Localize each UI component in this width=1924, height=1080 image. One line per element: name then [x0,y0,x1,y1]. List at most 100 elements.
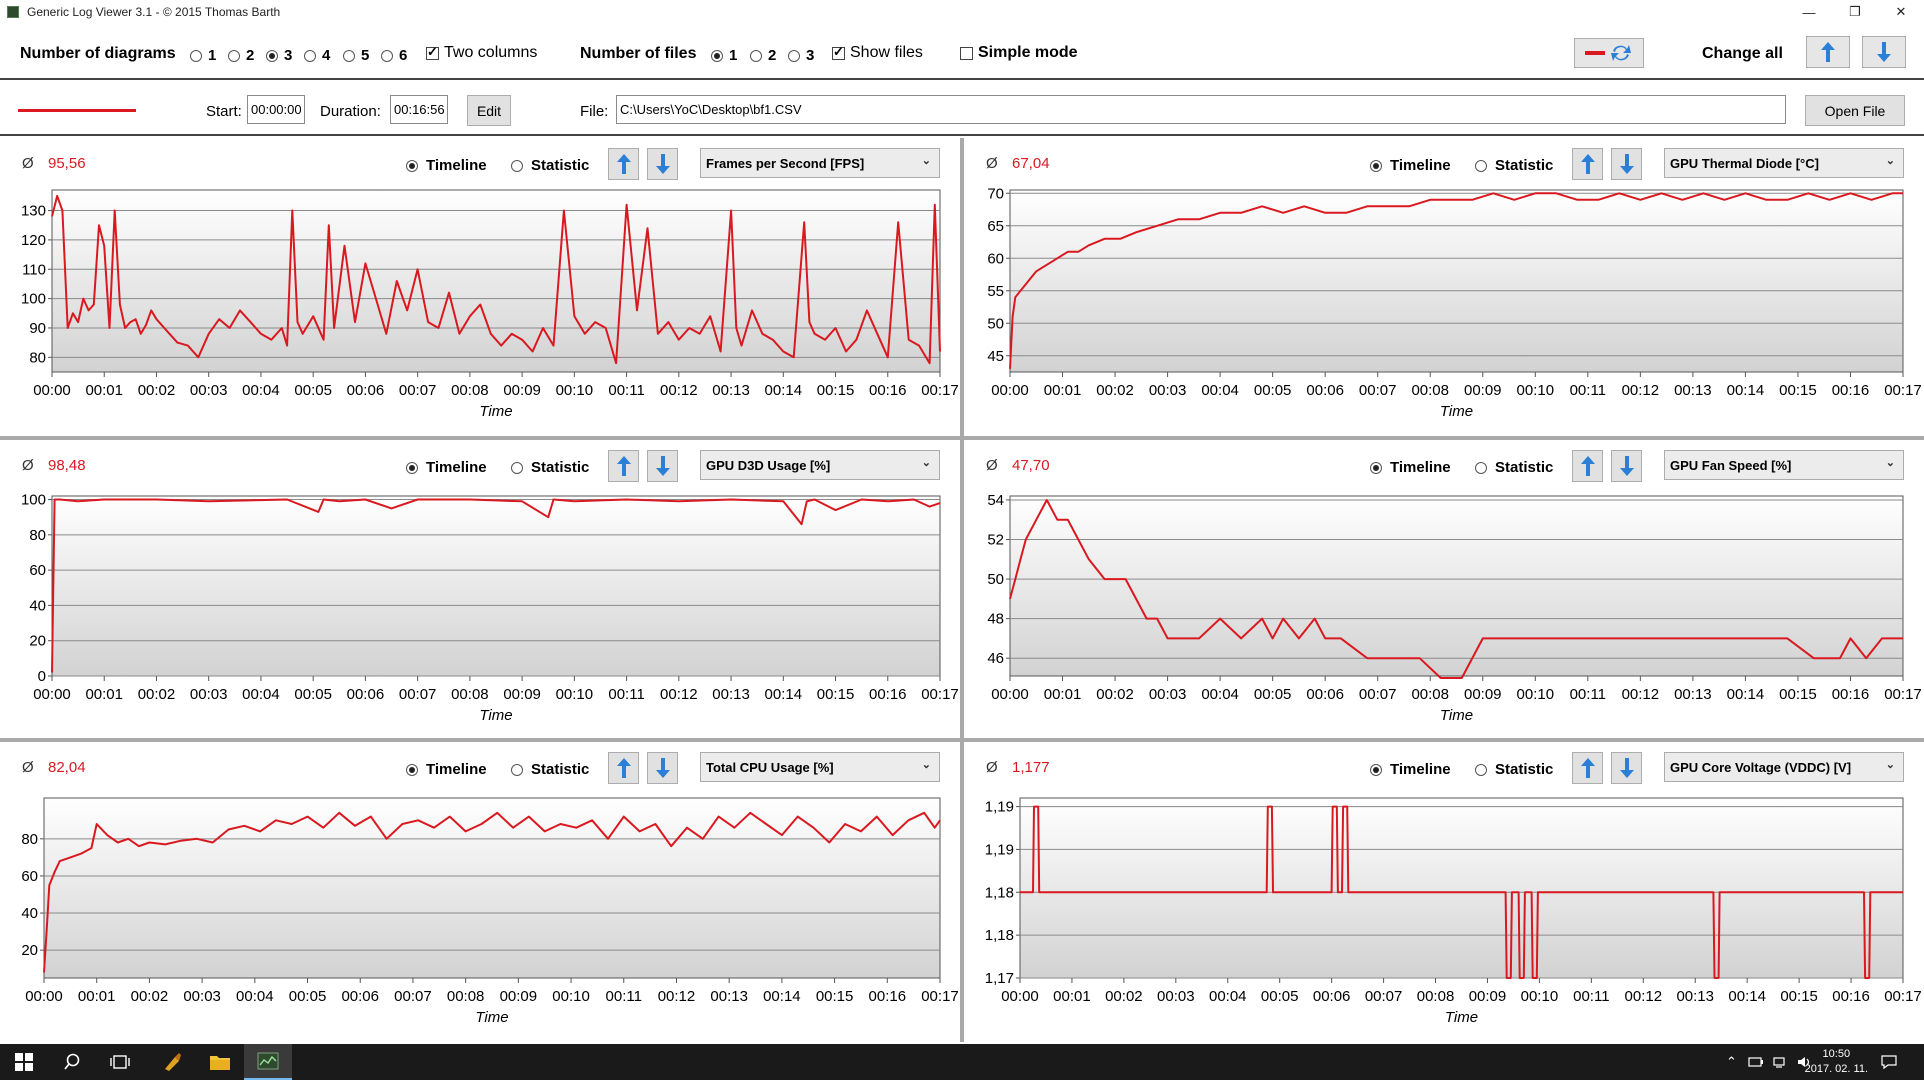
average-symbol: Ø [22,759,34,776]
move-diagram-up-button[interactable] [608,450,639,482]
timeline-radio[interactable]: Timeline [406,761,487,778]
move-diagram-up-button[interactable] [608,148,639,180]
timeline-radio[interactable]: Timeline [1370,157,1451,174]
arrow-down-icon [655,456,670,476]
show-files-checkbox[interactable]: Show files [832,44,923,62]
arrow-down-icon [1619,154,1634,174]
average-symbol: Ø [22,155,34,172]
statistic-radio[interactable]: Statistic [1475,157,1553,174]
diagrams-radio-3[interactable]: 3 [266,47,292,64]
radio-dot-selected [711,49,723,62]
battery-icon[interactable] [1748,1055,1764,1069]
taskbar-file-explorer[interactable] [196,1044,244,1080]
sensor-select-value: GPU D3D Usage [%] [706,458,831,473]
clock-time: 10:50 [1822,1048,1851,1060]
taskbar-app-tool[interactable] [148,1044,196,1080]
move-diagram-down-button[interactable] [647,148,678,180]
task-view-button[interactable] [96,1044,144,1080]
sensor-select[interactable]: GPU D3D Usage [%] ⌄ [700,450,940,480]
average-symbol: Ø [986,759,998,776]
radio-dot [190,49,202,62]
simple-mode-checkbox[interactable]: Simple mode [960,44,1078,62]
duration-input[interactable]: 00:16:56 [390,95,448,124]
arrow-up-icon [1580,154,1595,174]
chevron-down-icon: ⌄ [1885,759,1895,771]
sensor-select[interactable]: GPU Fan Speed [%] ⌄ [1664,450,1904,480]
files-radio-3[interactable]: 3 [788,47,814,64]
arrow-down-icon [1619,456,1634,476]
files-radio-1[interactable]: 1 [711,47,737,64]
move-diagram-down-button[interactable] [647,450,678,482]
arrow-up-icon [616,154,631,174]
average-value: 98,48 [48,457,86,474]
change-all-down-button[interactable] [1862,36,1906,68]
restore-button[interactable]: ❐ [1849,4,1861,19]
diagrams-radio-6[interactable]: 6 [381,47,407,64]
volume-icon[interactable] [1796,1055,1812,1069]
sensor-select[interactable]: GPU Thermal Diode [°C] ⌄ [1664,148,1904,178]
move-diagram-down-button[interactable] [1611,148,1642,180]
start-input[interactable]: 00:00:00 [247,95,305,124]
statistic-radio[interactable]: Statistic [511,157,589,174]
search-button[interactable] [48,1044,96,1080]
move-diagram-up-button[interactable] [1572,148,1603,180]
minimize-button[interactable]: — [1802,4,1816,20]
change-all-up-button[interactable] [1806,36,1850,68]
radio-dot [1475,159,1487,172]
radio-dot [343,49,355,62]
action-center-button[interactable] [1880,1044,1898,1080]
arrow-up-icon [1821,42,1835,62]
start-button[interactable] [0,1044,48,1080]
column-splitter[interactable] [960,138,964,1042]
open-file-button[interactable]: Open File [1805,95,1905,126]
move-diagram-down-button[interactable] [1611,450,1642,482]
two-columns-checkbox[interactable]: Two columns [426,44,537,62]
average-value: 47,70 [1012,457,1050,474]
taskbar-clock[interactable]: 10:50 2017. 02. 11. [1805,1047,1868,1077]
statistic-radio[interactable]: Statistic [1475,459,1553,476]
average-value: 82,04 [48,759,86,776]
files-radio-2[interactable]: 2 [750,47,776,64]
statistic-radio[interactable]: Statistic [511,459,589,476]
radio-dot [228,49,240,62]
timeline-radio[interactable]: Timeline [1370,761,1451,778]
sensor-select[interactable]: GPU Core Voltage (VDDC) [V] ⌄ [1664,752,1904,782]
row-splitter-1[interactable] [0,436,1924,440]
change-all-label: Change all [1702,45,1783,62]
statistic-radio[interactable]: Statistic [511,761,589,778]
radio-dot [511,763,523,776]
close-button[interactable]: ✕ [1895,4,1907,19]
row-splitter-2[interactable] [0,738,1924,742]
file-path-input[interactable]: C:\Users\YoC\Desktop\bf1.CSV [616,95,1786,124]
taskbar-log-viewer[interactable] [244,1044,292,1080]
statistic-radio[interactable]: Statistic [1475,761,1553,778]
radio-dot [750,49,762,62]
diagrams-radio-4[interactable]: 4 [304,47,330,64]
sensor-select[interactable]: Total CPU Usage [%] ⌄ [700,752,940,782]
move-diagram-up-button[interactable] [608,752,639,784]
radio-dot-selected [1370,159,1382,172]
diagrams-radio-1[interactable]: 1 [190,47,216,64]
chevron-down-icon: ⌄ [921,457,931,469]
checkbox-checked [832,44,845,60]
move-diagram-up-button[interactable] [1572,752,1603,784]
chevron-down-icon: ⌄ [921,155,931,167]
move-diagram-down-button[interactable] [1611,752,1642,784]
tray-icons [1748,1044,1812,1080]
diagram-panel: Ø 47,70 Timeline Statistic GPU Fan Speed… [964,440,1924,738]
diagrams-radio-5[interactable]: 5 [343,47,369,64]
edit-button[interactable]: Edit [467,95,511,126]
timeline-radio[interactable]: Timeline [406,157,487,174]
timeline-radio[interactable]: Timeline [406,459,487,476]
timeline-radio[interactable]: Timeline [1370,459,1451,476]
swap-color-button[interactable] [1574,38,1644,68]
network-icon[interactable] [1772,1055,1788,1069]
sensor-select[interactable]: Frames per Second [FPS] ⌄ [700,148,940,178]
tray-overflow-button[interactable]: ⌃ [1726,1044,1737,1080]
average-value: 1,177 [1012,759,1050,776]
move-diagram-up-button[interactable] [1572,450,1603,482]
move-diagram-down-button[interactable] [647,752,678,784]
average-value: 67,04 [1012,155,1050,172]
diagrams-radio-2[interactable]: 2 [228,47,254,64]
radio-dot [788,49,800,62]
